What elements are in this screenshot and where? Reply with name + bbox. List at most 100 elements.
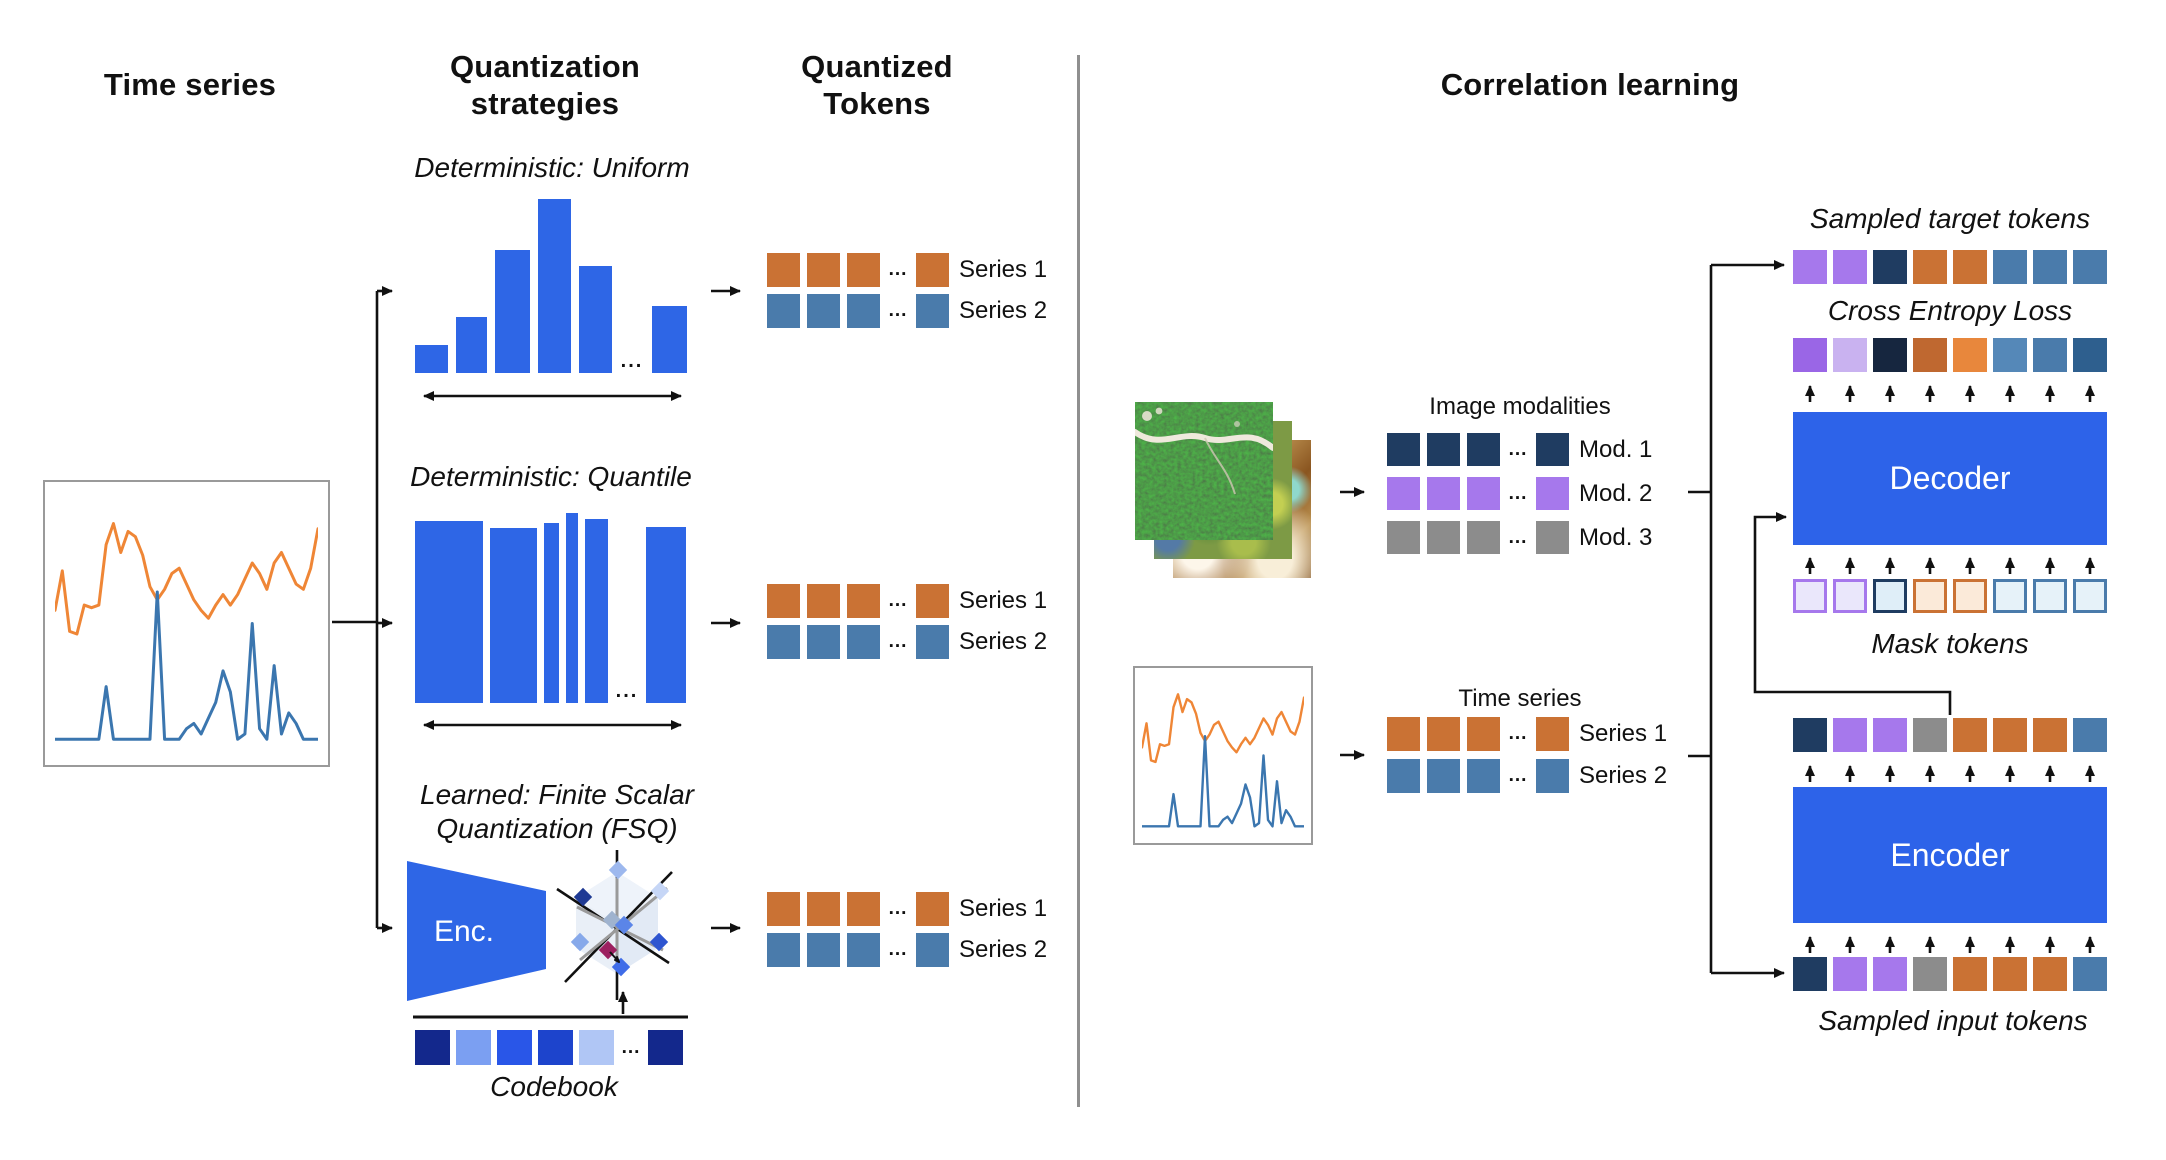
- token-square: [1387, 433, 1420, 466]
- histogram-bar: [579, 266, 612, 373]
- right-series-token-group: ... Series 1 ... Series 2: [1387, 717, 1667, 800]
- token-square: [1953, 250, 1987, 284]
- fsq-code-point: [570, 932, 590, 952]
- fsq-lattice-icon: [556, 850, 673, 1000]
- time-series-lines-right: [1142, 675, 1304, 836]
- mask-token-row: [1793, 579, 2107, 613]
- time-series-plot-left: [43, 480, 330, 767]
- histogram-bar: [490, 528, 537, 703]
- ellipsis: ...: [1508, 723, 1528, 744]
- series1-label: Series 1: [1579, 720, 1668, 747]
- quantile-token-group: ... Series 1 ... Series 2: [767, 584, 1047, 666]
- token-square: [2073, 579, 2107, 613]
- panel-divider: [1077, 55, 1080, 1107]
- mask-tokens-label: Mask tokens: [1871, 628, 2029, 659]
- token-square: [2033, 338, 2067, 372]
- fsq-code-point: [573, 887, 593, 907]
- fsq-code-point: [650, 881, 670, 901]
- token-square: [1467, 477, 1500, 510]
- token-square: [1873, 579, 1907, 613]
- fsq-strategy-title: Learned: Finite Scalar Quantization (FSQ…: [392, 778, 722, 846]
- quantile-strategy-title: Deterministic: Quantile: [410, 461, 692, 492]
- token-square: [807, 294, 840, 328]
- ellipsis: ...: [1508, 526, 1528, 548]
- token-square: [1833, 718, 1867, 752]
- series2-label: Series 2: [959, 628, 1048, 655]
- sampled-input-token-row: [1793, 957, 2107, 991]
- fsq-series2-tokens: ...: [767, 933, 949, 967]
- token-square: [767, 253, 800, 287]
- ellipsis: ...: [621, 1036, 641, 1058]
- time-series-lines-left: [55, 492, 318, 755]
- token-square: [807, 253, 840, 287]
- token-square: [2033, 250, 2067, 284]
- sampled-target-token-row: [1793, 250, 2107, 284]
- quantile-series1-tokens: ...: [767, 584, 949, 618]
- token-square: [1536, 477, 1569, 510]
- token-square: [1387, 477, 1420, 510]
- token-square: [847, 294, 880, 328]
- mod1-label: Mod. 1: [1579, 435, 1653, 463]
- token-square: [847, 892, 880, 926]
- codebook-row: ...: [415, 1030, 683, 1065]
- token-square: [847, 253, 880, 287]
- token-square: [1427, 433, 1460, 466]
- series2-label: Series 2: [1579, 762, 1668, 789]
- token-square: [1427, 521, 1460, 554]
- sampled-target-tokens-label: Sampled target tokens: [1809, 203, 2091, 234]
- histogram-bar: [538, 199, 571, 373]
- token-square: [847, 625, 880, 659]
- token-square: [807, 584, 840, 618]
- ellipsis: ...: [888, 259, 908, 280]
- encoder-output-token-row: [1793, 718, 2107, 752]
- decoder-label: Decoder: [1889, 460, 2011, 496]
- image-modalities-label: Image modalities: [1429, 393, 1611, 420]
- quantized-tokens-header-line2: Tokens: [823, 86, 931, 121]
- token-square: [916, 625, 949, 659]
- token-square: [2073, 250, 2107, 284]
- token-square: [1427, 717, 1460, 751]
- sampled-input-tokens-label: Sampled input tokens: [1818, 1005, 2088, 1036]
- token-square: [1993, 718, 2027, 752]
- fsq-encoder-trapezoid: Enc.: [407, 861, 546, 1001]
- ellipsis: ...: [888, 939, 908, 960]
- decoder-box: Decoder: [1793, 412, 2107, 545]
- token-square: [1913, 250, 1947, 284]
- token-square: [2073, 957, 2107, 991]
- token-square: [1873, 250, 1907, 284]
- token-square: [1536, 521, 1569, 554]
- ellipsis: ...: [1508, 438, 1528, 460]
- ellipsis: ...: [888, 631, 908, 652]
- left-column3-header: Quantized Tokens: [752, 48, 1002, 122]
- token-square: [415, 1030, 450, 1065]
- token-square: [497, 1030, 532, 1065]
- ellipsis: ...: [620, 350, 644, 372]
- token-square: [1833, 250, 1867, 284]
- token-square: [1913, 718, 1947, 752]
- left-column2-header: Quantization strategies: [405, 48, 685, 122]
- token-square: [1873, 338, 1907, 372]
- quantization-header-line2: strategies: [470, 86, 620, 121]
- histogram-bar: [544, 523, 559, 703]
- token-square: [2033, 957, 2067, 991]
- mod1-tokens: ...: [1387, 433, 1569, 466]
- token-square: [1873, 718, 1907, 752]
- token-square: [807, 933, 840, 967]
- token-square: [1993, 579, 2027, 613]
- token-square: [1427, 759, 1460, 793]
- quantized-tokens-header-line1: Quantized: [801, 49, 953, 84]
- decoder-output-token-row: [1793, 338, 2107, 372]
- mod3-tokens: ...: [1387, 521, 1569, 554]
- histogram-bar: [646, 527, 686, 703]
- time-series-label-right: Time series: [1458, 685, 1582, 712]
- series2-label: Series 2: [959, 297, 1048, 324]
- encoder-label: Encoder: [1890, 836, 2010, 873]
- token-square: [2073, 718, 2107, 752]
- token-square: [1387, 717, 1420, 751]
- token-square: [1833, 957, 1867, 991]
- left-column1-header: Time series: [103, 67, 277, 102]
- uniform-series1-tokens: ...: [767, 253, 949, 287]
- histogram-bar: [415, 345, 448, 373]
- image-modalities-token-group: ... Mod. 1 ... Mod. 2 ... Mod. 3: [1387, 433, 1652, 565]
- satellite-image-rgb: [1135, 402, 1273, 540]
